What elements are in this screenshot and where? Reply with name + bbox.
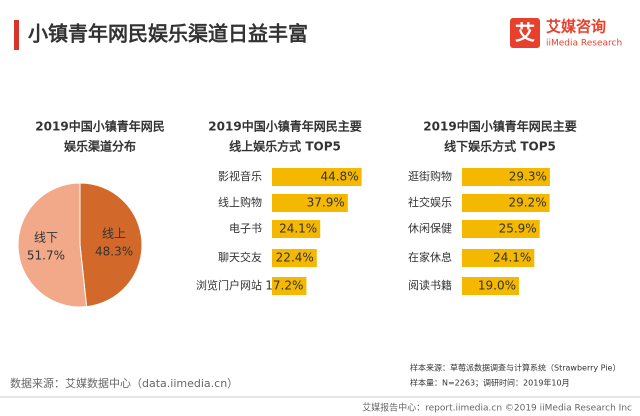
- chart-title: 2019中国小镇青年网民主要: [208, 119, 361, 134]
- title-accent: [14, 20, 19, 50]
- chart-title: 娱乐渠道分布: [64, 139, 136, 154]
- bar: [272, 168, 362, 186]
- slice-label: 线上: [102, 227, 126, 241]
- category-label: 影视音乐: [218, 169, 262, 183]
- value-label: 29.3%: [509, 170, 547, 184]
- footer: 艾媒报告中心：report.iimedia.cn ©2019 iiMedia R…: [362, 402, 632, 414]
- bar: [462, 194, 550, 212]
- bar: [272, 277, 307, 295]
- pie-slice: [17, 182, 88, 308]
- slice-value: 51.7%: [27, 248, 65, 262]
- value-label: 24.1%: [493, 251, 531, 265]
- bar: [462, 277, 519, 295]
- value-label: 37.9%: [307, 196, 345, 210]
- bar: [272, 194, 348, 212]
- category-label: 线上购物: [218, 195, 262, 209]
- bar: [272, 249, 317, 267]
- slice-label: 线下: [34, 230, 58, 244]
- category-label: 聊天交友: [218, 250, 262, 264]
- value-label: 22.4%: [276, 251, 314, 265]
- logo-name: 艾媒咨询: [546, 18, 606, 36]
- logo-box: [510, 18, 540, 48]
- category-label: 电子书: [229, 222, 262, 235]
- logo-mark: 艾: [515, 21, 535, 45]
- source: 数据来源：艾媒数据中心（data.iimedia.cn）: [10, 376, 238, 390]
- note: 样本来源：草莓派数据调查与计算系统（Strawberry Pie）: [410, 363, 620, 373]
- page-title: 小镇青年网民娱乐渠道日益丰富: [28, 22, 308, 46]
- category-label: 休闲保健: [408, 221, 452, 235]
- value-label: 44.8%: [320, 170, 358, 184]
- value-label: 29.2%: [508, 196, 546, 210]
- logo-sub: iiMedia Research: [546, 39, 622, 49]
- chart-title: 2019中国小镇青年网民主要: [423, 119, 576, 134]
- category-label: 社交娱乐: [408, 195, 452, 209]
- bar: [272, 220, 321, 238]
- pie-slice: [79, 182, 143, 308]
- value-label: 25.9%: [499, 222, 537, 236]
- note: 样本量：N=2263；调研时间：2019年10月: [410, 378, 570, 388]
- bar: [462, 220, 540, 238]
- slice-value: 48.3%: [95, 245, 133, 259]
- value-label: 19.0%: [478, 279, 516, 293]
- category-label: 逛街购物: [408, 169, 452, 183]
- chart-title: 线下娱乐方式 TOP5: [444, 139, 556, 154]
- category-label: 浏览门户网站: [196, 278, 262, 292]
- bar: [462, 168, 550, 186]
- chart-title: 线上娱乐方式 TOP5: [229, 139, 341, 154]
- category-label: 在家休息: [408, 250, 452, 264]
- bar: [462, 249, 535, 267]
- value-label: 24.1%: [279, 222, 317, 236]
- category-label: 阅读书籍: [408, 278, 452, 292]
- value-label: 17.2%: [265, 279, 303, 293]
- chart-title: 2019中国小镇青年网民: [35, 119, 164, 134]
